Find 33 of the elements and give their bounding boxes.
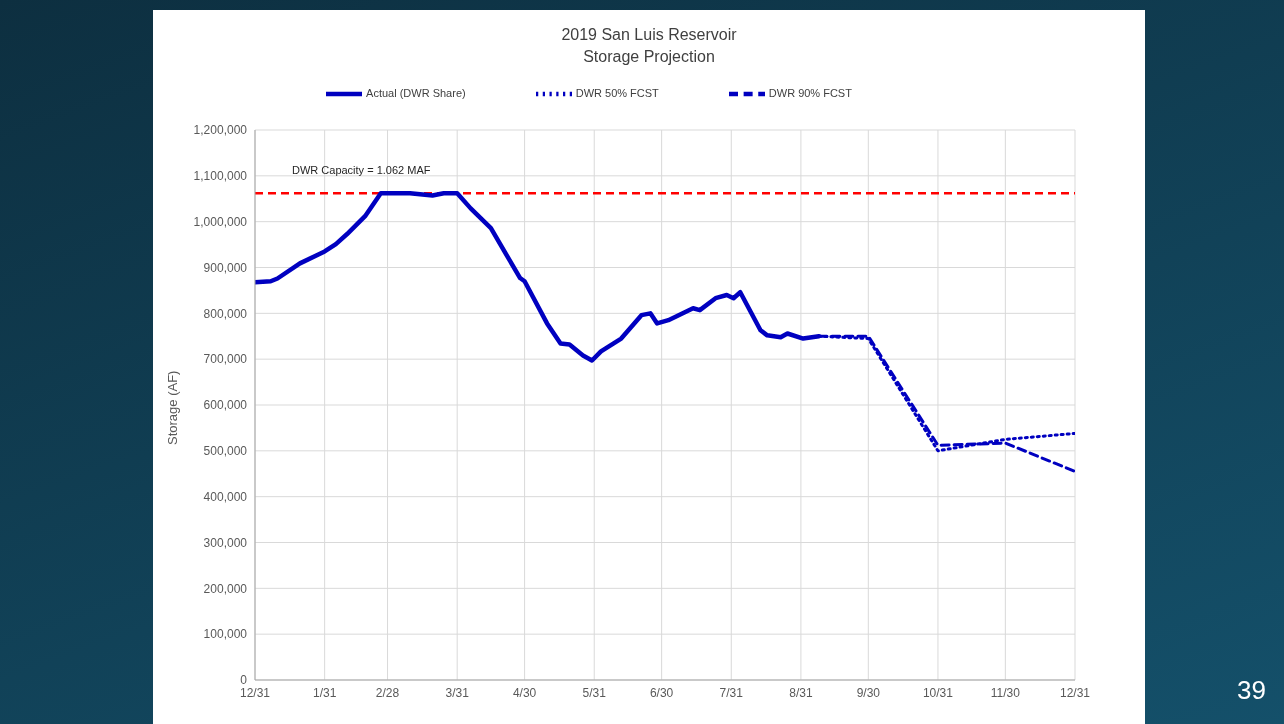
- y-tick-label: 200,000: [203, 581, 248, 596]
- x-tick-label: 8/31: [789, 685, 813, 700]
- x-tick-label: 1/31: [312, 685, 337, 700]
- y-axis-title: Storage (AF): [164, 370, 180, 445]
- text: 39: [1237, 675, 1266, 706]
- x-tick-label: 12/31: [1059, 685, 1091, 700]
- x-tick-label: 9/30: [856, 685, 881, 700]
- y-tick-label: 600,000: [203, 398, 248, 413]
- legend-label: DWR 90% FCST: [768, 86, 852, 99]
- x-tick-label: 5/31: [582, 685, 607, 700]
- legend-label: DWR 50% FCST: [575, 86, 659, 99]
- legend-label: Actual (DWR Share): [366, 86, 466, 99]
- chart-title: 2019 San Luis Reservoir Storage Projection: [560, 25, 738, 67]
- x-tick-label: 3/31: [445, 685, 470, 700]
- x-tick-label: 6/30: [649, 685, 674, 700]
- y-tick-label: 0: [240, 673, 248, 688]
- x-tick-label: 10/31: [922, 685, 954, 700]
- x-tick-label: 7/31: [719, 685, 744, 700]
- annotation: DWR Capacity = 1.062 MAF: [292, 164, 431, 176]
- x-tick-label: 11/30: [990, 685, 1021, 700]
- y-tick-label: 500,000: [203, 444, 248, 459]
- y-tick-label: 700,000: [203, 352, 248, 367]
- y-tick-label: 400,000: [203, 489, 248, 504]
- x-tick-label: 2/28: [375, 685, 400, 700]
- y-tick-label: 1,100,000: [193, 169, 248, 184]
- y-tick-label: 1,000,000: [193, 214, 248, 229]
- y-tick-label: 100,000: [203, 627, 248, 642]
- x-tick-label: 4/30: [512, 685, 537, 700]
- y-tick-label: 300,000: [203, 535, 248, 550]
- y-tick-label: 800,000: [203, 306, 248, 321]
- y-tick-label: 900,000: [203, 260, 248, 275]
- y-tick-label: 1,200,000: [193, 123, 248, 138]
- x-tick-label: 12/31: [239, 685, 271, 700]
